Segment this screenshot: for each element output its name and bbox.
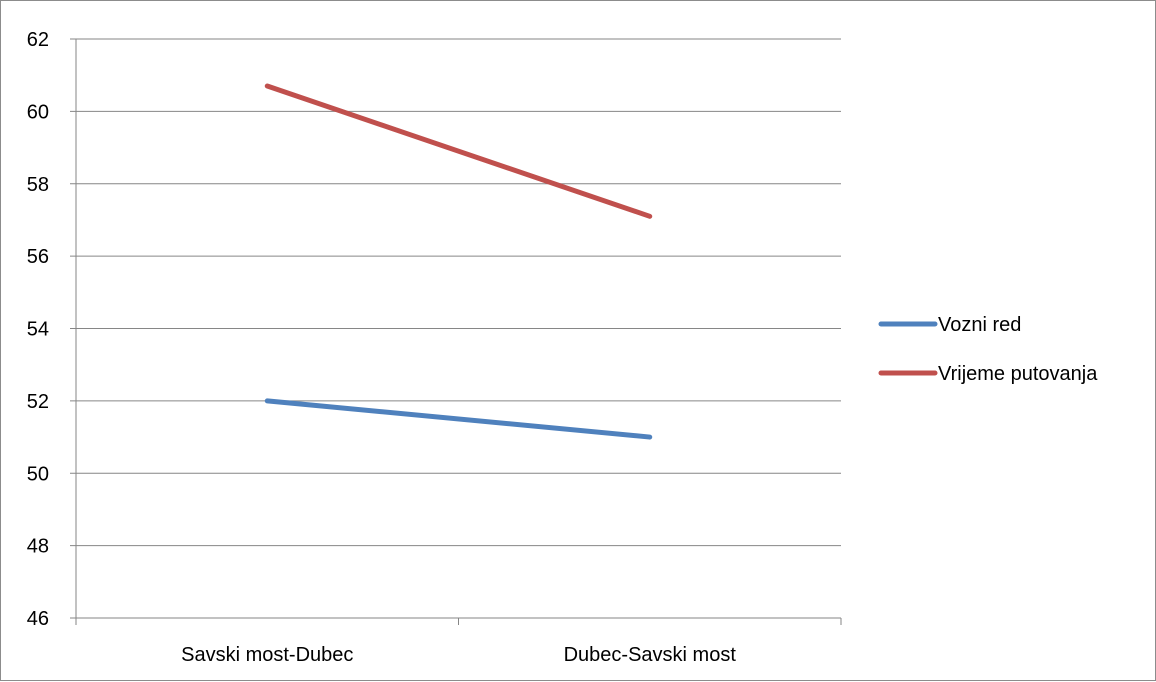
y-tick-label: 48 [27,536,49,558]
y-tick-label: 50 [27,463,49,485]
y-tick-label: 56 [27,246,49,268]
series-line-vrijeme-putovanja [267,86,650,216]
y-tick-label: 62 [27,29,49,51]
legend: Vozni red Vrijeme putovanja [881,314,1098,385]
gridlines [76,39,841,546]
y-tick-label: 60 [27,101,49,123]
series-line-vozni-red [267,401,650,437]
y-tick-label: 52 [27,391,49,413]
x-tick-label: Dubec-Savski most [564,644,737,666]
y-tick-label: 46 [27,608,49,630]
legend-label: Vrijeme putovanja [938,363,1098,385]
axes: 46 48 50 52 54 56 58 60 62 Savski most-Dubec Dubec… [27,29,841,666]
y-tick-label: 54 [27,319,49,341]
x-tick-label: Savski most-Dubec [181,644,353,666]
series-lines [267,86,650,437]
y-tick-label: 58 [27,174,49,196]
legend-label: Vozni red [938,314,1021,336]
